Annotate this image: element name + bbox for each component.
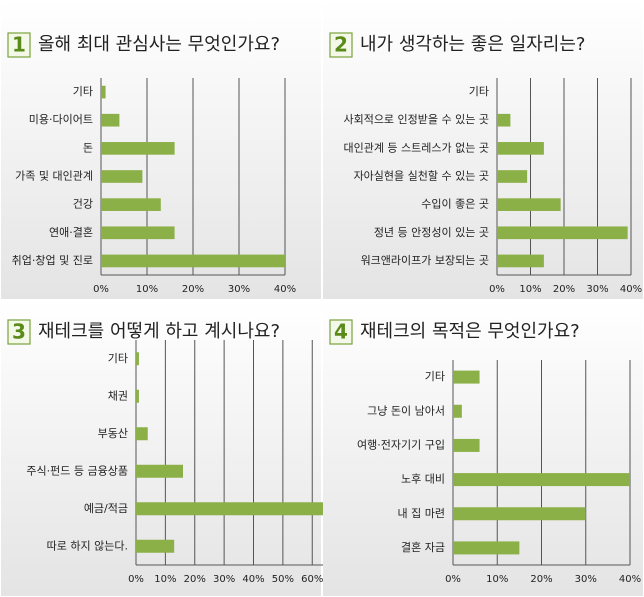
y-tick-label: 기타	[73, 85, 93, 98]
x-tick-label: 40%	[274, 284, 296, 295]
bar	[101, 226, 175, 240]
x-tick-label: 20%	[184, 574, 206, 585]
y-tick-label: 결혼 자금	[401, 541, 445, 554]
y-tick-label: 사회적으로 인정받을 수 있는 곳	[343, 113, 489, 126]
bar	[101, 254, 285, 268]
bar	[136, 427, 148, 441]
y-tick-label: 내 집 마련	[398, 507, 445, 520]
x-tick-label: 0%	[93, 284, 109, 295]
bar	[101, 85, 106, 99]
y-tick-label: 건강	[73, 198, 93, 211]
x-tick-label: 30%	[575, 574, 597, 585]
y-tick-label: 자아실현을 실천할 수 있는 곳	[354, 169, 489, 183]
badge-number: 3	[12, 320, 26, 344]
bar	[101, 113, 120, 127]
y-tick-label: 예금/적금	[84, 502, 128, 515]
bar	[101, 170, 143, 183]
x-tick-label: 20%	[553, 284, 575, 295]
badge-number: 1	[12, 33, 26, 57]
y-tick-label: 그냥 돈이 남아서	[367, 404, 445, 417]
bar	[136, 464, 183, 478]
bar	[497, 113, 511, 127]
chart-panel: 1 올해 최대 관심사는 무엇인가요? 0% 10% 20% 30% 40% 기타미용·다이어…	[1, 1, 321, 299]
chart-title: 올해 최대 관심사는 무엇인가요?	[38, 34, 280, 55]
bar	[453, 473, 630, 487]
badge-number: 2	[334, 33, 348, 57]
y-tick-label: 수입이 좋은 곳	[421, 198, 489, 211]
bar	[497, 170, 528, 183]
panel-background	[323, 1, 643, 299]
y-tick-label: 취업·창업 및 진로	[12, 254, 93, 267]
badge-box	[329, 319, 353, 345]
bar	[101, 142, 175, 155]
x-tick-label: 20%	[182, 284, 204, 295]
y-tick-label: 미용·다이어트	[29, 113, 93, 126]
bar	[453, 370, 480, 384]
y-tick-label: 연애·결혼	[49, 226, 93, 239]
bar	[453, 438, 480, 452]
x-tick-label: 30%	[228, 284, 250, 295]
x-tick-label: 40%	[242, 574, 264, 585]
bar	[136, 389, 139, 403]
badge-box	[7, 319, 31, 345]
bar	[136, 502, 324, 516]
badge-box	[329, 32, 353, 58]
bar	[497, 198, 561, 211]
x-tick-label: 10%	[154, 574, 176, 585]
x-tick-label: 60%	[301, 574, 323, 585]
x-tick-label: 0%	[489, 284, 505, 295]
bar	[101, 198, 161, 211]
chart-title: 내가 생각하는 좋은 일자리는?	[360, 34, 585, 55]
x-tick-label: 0%	[445, 574, 461, 585]
y-tick-label: 주식·펀드 등 금융상품	[26, 464, 128, 477]
y-tick-label: 가족 및 대인관계	[15, 170, 93, 183]
badge-number: 4	[334, 320, 348, 344]
chart-title: 재테크의 목적은 무엇인가요?	[360, 321, 580, 342]
bar	[497, 226, 628, 240]
y-tick-label: 돈	[83, 141, 93, 154]
y-tick-label: 부동산	[98, 427, 128, 440]
y-tick-label: 채권	[108, 389, 128, 402]
y-tick-label: 기타	[425, 370, 445, 383]
x-tick-label: 40%	[619, 574, 641, 585]
y-tick-label: 정년 등 안정성이 있는 곳	[374, 226, 489, 239]
badge-box	[7, 32, 31, 58]
x-tick-label: 10%	[519, 284, 541, 295]
x-tick-label: 10%	[136, 284, 158, 295]
x-tick-label: 0%	[128, 574, 144, 585]
bar	[136, 539, 175, 553]
x-tick-label: 30%	[586, 284, 608, 295]
bar	[497, 254, 544, 268]
x-tick-label: 50%	[272, 574, 294, 585]
x-tick-label: 40%	[620, 284, 642, 295]
y-tick-label: 따로 하지 않는다.	[47, 538, 128, 552]
bar	[453, 541, 520, 555]
bar	[453, 507, 586, 521]
bar	[453, 404, 462, 418]
x-tick-label: 10%	[486, 574, 508, 585]
y-tick-label: 기타	[108, 352, 128, 365]
y-tick-label: 노후 대비	[401, 473, 445, 486]
y-tick-label: 대인관계 등 스트레스가 없는 곳	[343, 141, 489, 154]
bar	[136, 352, 139, 366]
bar	[497, 142, 544, 155]
y-tick-label: 기타	[469, 85, 489, 98]
y-tick-label: 워크앤라이프가 보장되는 곳	[361, 254, 489, 267]
chart-panel: 3 재테크를 어떻게 하고 계시나요? 0% 10% 20% 30% 40% 50% 60% 기타…	[1, 301, 324, 596]
x-tick-label: 20%	[530, 574, 552, 585]
chart-title: 재테크를 어떻게 하고 계시나요?	[38, 321, 280, 342]
y-tick-label: 여행·전자기기 구입	[357, 438, 445, 451]
x-tick-label: 30%	[213, 574, 235, 585]
